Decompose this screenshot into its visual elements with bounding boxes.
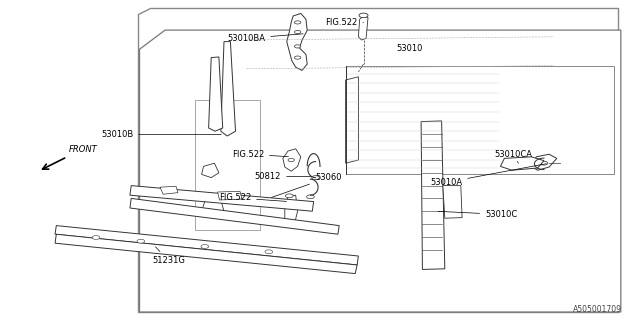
Polygon shape	[140, 30, 621, 312]
Polygon shape	[243, 35, 557, 74]
Text: 53010C: 53010C	[438, 210, 517, 219]
Circle shape	[312, 176, 319, 180]
Circle shape	[137, 239, 145, 243]
Polygon shape	[202, 163, 219, 178]
Polygon shape	[209, 57, 223, 131]
Text: FIG.522: FIG.522	[232, 150, 289, 159]
Circle shape	[359, 13, 368, 18]
Polygon shape	[55, 234, 357, 274]
Polygon shape	[500, 157, 544, 170]
Polygon shape	[160, 186, 178, 194]
Polygon shape	[202, 200, 224, 214]
Text: 51231G: 51231G	[152, 247, 185, 265]
Polygon shape	[358, 16, 368, 40]
Text: FIG.522: FIG.522	[219, 193, 287, 202]
Circle shape	[294, 21, 301, 24]
Circle shape	[540, 161, 548, 165]
Circle shape	[287, 221, 294, 225]
Polygon shape	[346, 77, 358, 163]
Polygon shape	[221, 42, 236, 136]
Polygon shape	[346, 66, 614, 174]
Circle shape	[265, 250, 273, 254]
Polygon shape	[443, 186, 462, 218]
Text: 53010B: 53010B	[101, 130, 221, 139]
Circle shape	[294, 30, 301, 34]
Circle shape	[294, 45, 301, 48]
Circle shape	[307, 195, 314, 199]
Polygon shape	[421, 121, 445, 269]
Text: 53010A: 53010A	[430, 164, 547, 187]
Text: A505001709: A505001709	[573, 305, 622, 314]
Text: 53060: 53060	[271, 173, 341, 197]
Polygon shape	[138, 8, 618, 312]
Polygon shape	[130, 186, 314, 211]
Text: FRONT: FRONT	[69, 145, 98, 154]
Text: 53010BA: 53010BA	[227, 34, 303, 43]
Circle shape	[285, 194, 293, 198]
Circle shape	[294, 56, 301, 59]
Polygon shape	[218, 191, 242, 200]
Polygon shape	[130, 198, 339, 234]
Text: FIG.522: FIG.522	[325, 18, 364, 27]
Circle shape	[288, 158, 294, 162]
Polygon shape	[283, 149, 301, 171]
Polygon shape	[195, 100, 260, 230]
Text: 53010CA: 53010CA	[494, 150, 532, 163]
Text: 53010: 53010	[397, 44, 423, 53]
Polygon shape	[531, 154, 557, 170]
Polygon shape	[287, 13, 307, 70]
Circle shape	[201, 244, 209, 248]
Circle shape	[92, 236, 100, 239]
Polygon shape	[285, 195, 298, 225]
Polygon shape	[55, 226, 358, 265]
Text: 50812: 50812	[255, 172, 311, 181]
